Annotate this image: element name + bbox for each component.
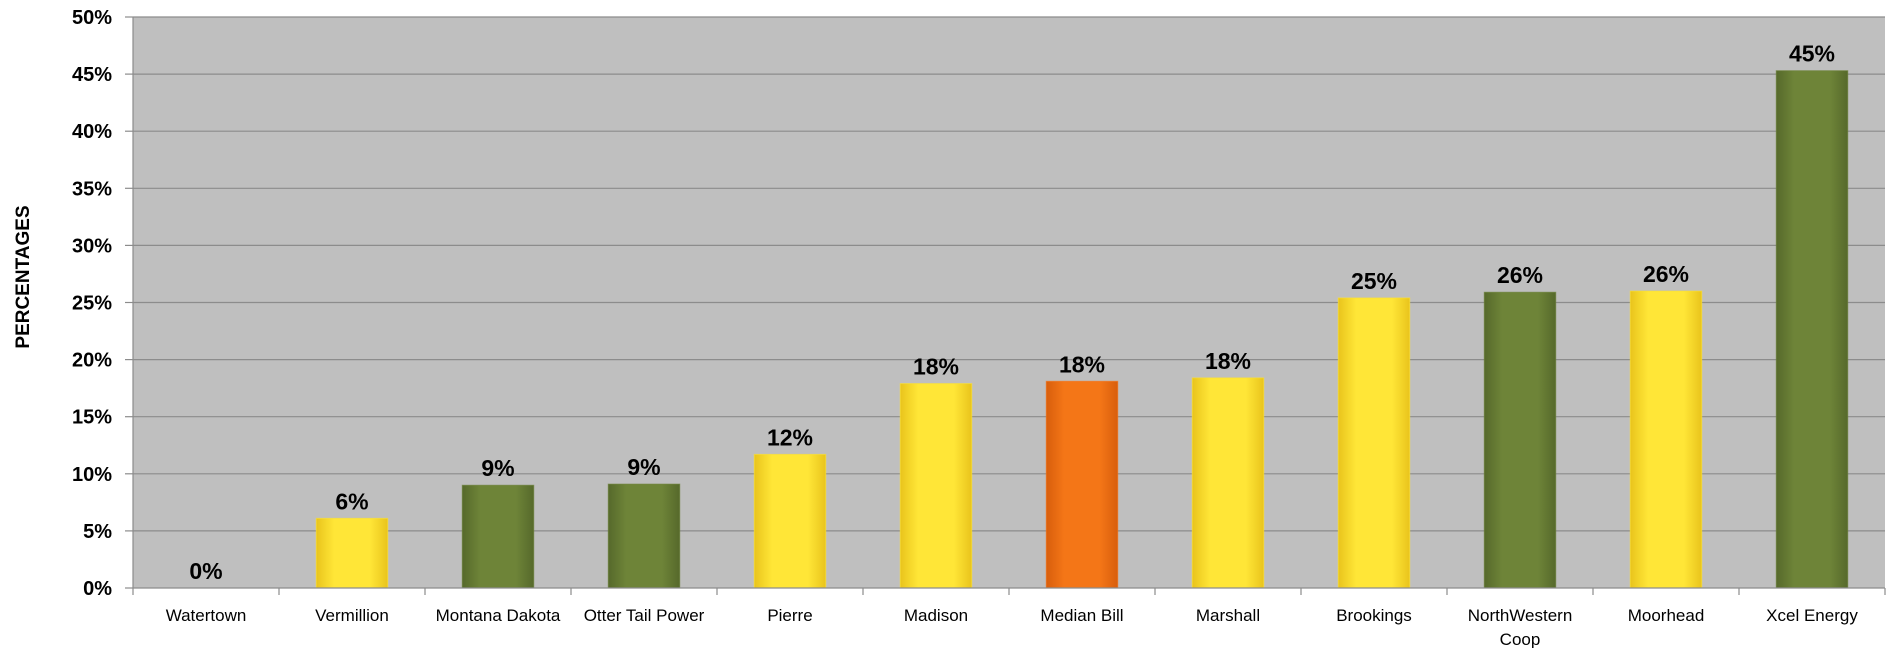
bar <box>1337 297 1411 589</box>
data-label: 18% <box>913 354 959 380</box>
gridlines <box>133 16 1885 532</box>
y-tick-label: 35% <box>72 178 112 200</box>
bar <box>1775 70 1849 589</box>
x-tick-label: Madison <box>904 606 968 625</box>
x-tick-label: Pierre <box>767 606 812 625</box>
y-tick-label: 20% <box>72 350 112 372</box>
data-label: 9% <box>627 454 660 480</box>
y-tick-label: 45% <box>72 64 112 86</box>
y-axis-title: PERCENTAGES <box>13 205 34 348</box>
x-tick-labels: Watertown Vermillion Montana Dakota Otter T… <box>166 606 1859 648</box>
bars <box>315 70 1849 589</box>
axes <box>125 16 1886 595</box>
x-tick-label: Xcel Energy <box>1766 606 1858 625</box>
x-tick-label: Brookings <box>1336 606 1412 625</box>
data-label: 18% <box>1205 348 1251 374</box>
x-tick-label: Vermillion <box>315 606 389 625</box>
bar <box>899 383 973 589</box>
x-tick-label: Moorhead <box>1628 606 1705 625</box>
y-tick-label: 50% <box>72 7 112 29</box>
data-labels: 0% 6% 9% 9% 12% 18% 18% 18% 25% 26% 26% 45% <box>189 41 1835 584</box>
y-tick-label: 30% <box>72 235 112 257</box>
data-label: 45% <box>1789 41 1835 67</box>
bar <box>1629 290 1703 589</box>
x-tick-label: Marshall <box>1196 606 1260 625</box>
y-tick-label: 15% <box>72 407 112 429</box>
bar <box>461 484 535 589</box>
x-tick-label: NorthWestern Coop <box>1468 606 1573 648</box>
data-label: 12% <box>767 424 813 450</box>
x-tick-label: Montana Dakota <box>436 606 561 625</box>
bar <box>1045 380 1119 589</box>
y-tick-label: 0% <box>83 578 112 600</box>
bar <box>607 483 681 589</box>
data-label: 9% <box>481 455 514 481</box>
data-label: 25% <box>1351 268 1397 294</box>
x-tick-label: Median Bill <box>1040 606 1123 625</box>
y-tick-labels: 0% 5% 10% 15% 20% 25% 30% 35% 40% 45% 50% <box>72 7 112 600</box>
bar <box>315 517 389 589</box>
data-label: 0% <box>189 558 222 584</box>
x-tick-label: Otter Tail Power <box>584 606 705 625</box>
y-tick-label: 40% <box>72 121 112 143</box>
data-label: 6% <box>335 488 368 514</box>
bar <box>1483 291 1557 589</box>
data-label: 18% <box>1059 351 1105 377</box>
x-tick-label: Watertown <box>166 606 247 625</box>
bar <box>1191 377 1265 589</box>
data-label: 26% <box>1497 262 1543 288</box>
y-tick-label: 5% <box>83 521 112 543</box>
bar <box>753 453 827 589</box>
y-tick-label: 25% <box>72 293 112 315</box>
data-label: 26% <box>1643 261 1689 287</box>
y-tick-label: 10% <box>72 464 112 486</box>
